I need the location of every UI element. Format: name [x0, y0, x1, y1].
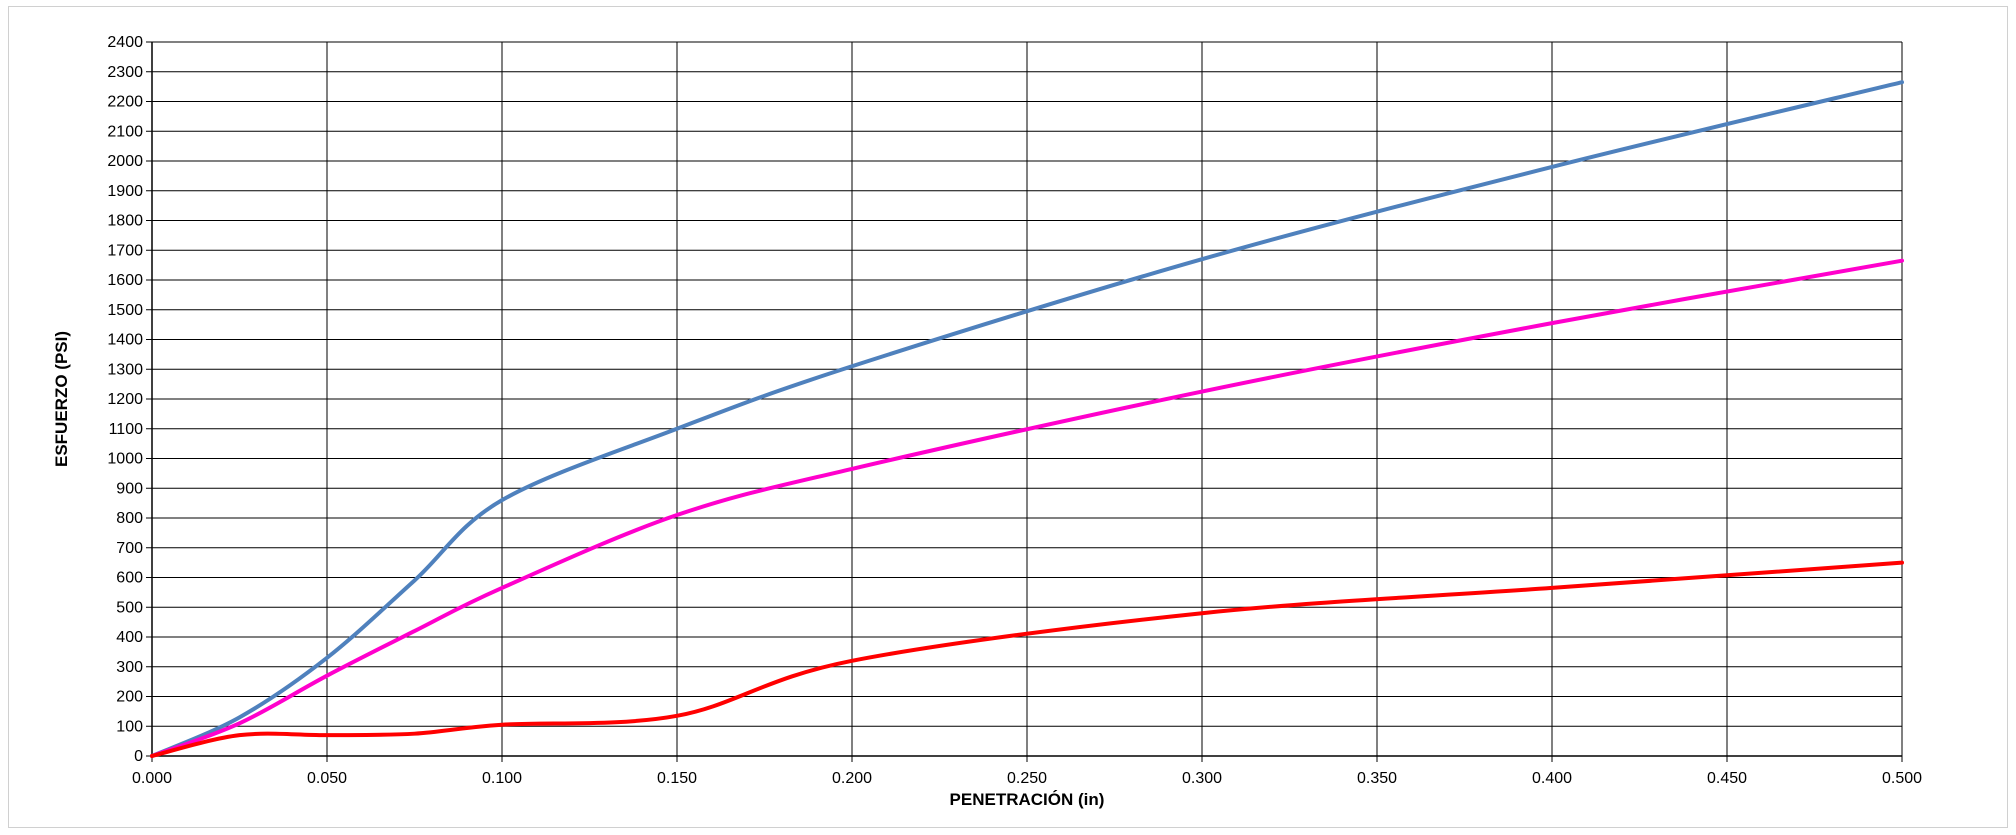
x-tick-label: 0.400	[1532, 770, 1572, 787]
x-tick-label: 0.150	[657, 770, 697, 787]
y-tick-label: 2400	[107, 34, 143, 51]
x-tick-label: 0.350	[1357, 770, 1397, 787]
series-lines	[150, 80, 1904, 758]
y-tick-label: 2100	[107, 123, 143, 140]
y-tick-label: 1200	[107, 391, 143, 408]
x-axis-title: PENETRACIÓN (in)	[950, 790, 1105, 809]
x-tick-label: 0.000	[132, 770, 172, 787]
x-tick-label: 0.100	[482, 770, 522, 787]
y-tick-label: 300	[116, 659, 143, 676]
y-tick-label: 500	[116, 599, 143, 616]
line-chart: 0 100 200 300 400 500 600 700 800 900 1000 1100 1200…	[52, 34, 1922, 809]
y-tick-label: 1500	[107, 302, 143, 319]
y-axis-title: ESFUERZO (PSI)	[52, 331, 71, 467]
x-tick-label: 0.450	[1707, 770, 1747, 787]
x-tick-label: 0.300	[1182, 770, 1222, 787]
y-tick-label: 600	[116, 570, 143, 587]
axes	[146, 41, 1903, 762]
y-tick-label: 1800	[107, 213, 143, 230]
y-tick-label: 900	[116, 480, 143, 497]
y-tick-label: 0	[134, 748, 143, 765]
y-tick-label: 1400	[107, 332, 143, 349]
y-tick-label: 1900	[107, 183, 143, 200]
y-tick-label: 1700	[107, 242, 143, 259]
series-line-1	[150, 80, 1904, 758]
y-tick-label: 1100	[109, 421, 144, 438]
series-line-3	[150, 560, 1904, 758]
x-tick-label: 0.250	[1007, 770, 1047, 787]
y-tick-label: 1600	[107, 272, 143, 289]
y-tick-label: 1000	[107, 451, 143, 468]
x-tick-label: 0.200	[832, 770, 872, 787]
y-tick-label: 1300	[107, 361, 143, 378]
grid-lines	[151, 41, 1903, 757]
y-tick-label: 2300	[107, 64, 143, 81]
y-tick-label: 200	[116, 689, 143, 706]
series-line-2	[150, 258, 1904, 758]
y-tick-label: 700	[116, 540, 143, 557]
y-tick-label: 400	[116, 629, 143, 646]
x-tick-label: 0.050	[307, 770, 347, 787]
y-tick-label: 800	[116, 510, 143, 527]
chart-frame: 0 100 200 300 400 500 600 700 800 900 1000 1100 1200…	[8, 6, 2008, 828]
tick-labels: 0 100 200 300 400 500 600 700 800 900 1000 1100 1200…	[107, 34, 1922, 787]
x-tick-label: 0.500	[1882, 770, 1922, 787]
y-tick-label: 2000	[107, 153, 143, 170]
y-tick-label: 100	[116, 718, 143, 735]
y-tick-label: 2200	[107, 94, 143, 111]
